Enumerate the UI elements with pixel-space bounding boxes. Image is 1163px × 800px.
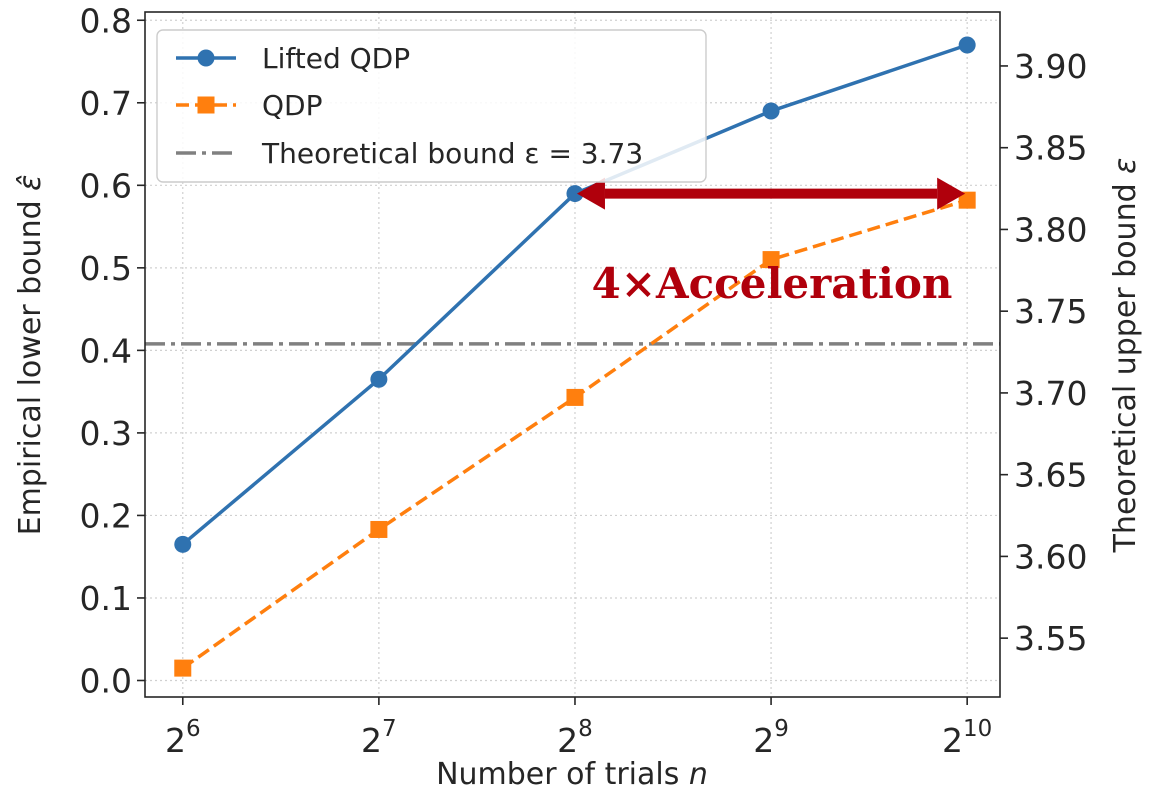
data-point-qdp <box>762 251 780 269</box>
left-axis: 0.0 0.1 0.2 0.3 0.4 0.5 0.6 0.7 0.8 <box>80 1 145 700</box>
x-tick-label: 26 <box>165 716 201 760</box>
data-point-qdp <box>958 191 976 209</box>
x-tick-label: 210 <box>942 716 992 760</box>
acceleration-label: 4×Acceleration <box>592 259 953 308</box>
left-axis-label-symbol: ε̂ <box>13 175 48 191</box>
right-tick-label: 3.65 <box>1014 456 1087 495</box>
x-tick-base: 2 <box>361 721 382 760</box>
x-tick-base: 2 <box>165 721 186 760</box>
legend-label-theoretical-bound: Theoretical bound ε = 3.73 <box>261 137 643 170</box>
legend-label-qdp: QDP <box>262 89 322 122</box>
legend-label-theoretical-bound-math: ε = 3.73 <box>524 137 643 170</box>
right-axis-label: Theoretical upper bound ε <box>1108 158 1143 554</box>
series-lifted-qdp <box>174 36 976 553</box>
data-point-lifted-qdp <box>370 370 388 388</box>
x-tick-base: 2 <box>557 721 578 760</box>
left-tick-label: 0.2 <box>80 496 132 535</box>
x-tick-base: 2 <box>753 721 774 760</box>
data-point-qdp <box>370 520 388 538</box>
x-axis: 26 27 28 29 210 <box>165 697 992 760</box>
data-series <box>174 36 976 677</box>
arrow-shaft <box>604 188 938 199</box>
x-tick-base: 2 <box>942 721 963 760</box>
left-axis-label: Empirical lower bound ε̂ <box>13 175 48 536</box>
left-tick-label: 0.6 <box>80 166 132 205</box>
plot-frame <box>144 11 1001 698</box>
x-tick-exponent: 10 <box>963 716 992 742</box>
x-tick-exponent: 6 <box>186 716 201 742</box>
left-tick-label: 0.8 <box>80 1 132 40</box>
right-tick-label: 3.60 <box>1014 537 1087 576</box>
x-axis-label: Number of trials n <box>436 757 708 792</box>
left-tick-label: 0.3 <box>80 414 132 453</box>
series-qdp <box>174 191 976 677</box>
legend-label-theoretical-bound-text: Theoretical bound <box>261 137 516 170</box>
left-tick-label: 0.4 <box>80 331 132 370</box>
right-axis: 3.55 3.60 3.65 3.70 3.75 3.80 3.85 3.90 <box>1000 47 1087 658</box>
right-axis-label-text: Theoretical upper bound <box>1108 183 1143 553</box>
legend-marker-lifted-qdp <box>197 49 215 67</box>
data-point-lifted-qdp <box>958 36 976 54</box>
x-tick-label: 27 <box>361 716 397 760</box>
legend-marker-qdp <box>197 96 215 114</box>
left-tick-label: 0.0 <box>80 661 132 700</box>
right-tick-label: 3.70 <box>1014 374 1087 413</box>
right-tick-label: 3.80 <box>1014 210 1087 249</box>
acceleration-arrow <box>576 177 966 210</box>
gridlines <box>145 12 1000 697</box>
data-point-qdp <box>174 659 192 677</box>
left-tick-label: 0.7 <box>80 84 132 123</box>
left-axis-label-text: Empirical lower bound <box>13 200 48 535</box>
x-axis-label-variable: n <box>689 757 708 792</box>
arrow-head-left <box>576 177 605 210</box>
legend: Lifted QDP QDP Theoretical bound ε = 3.7… <box>156 29 707 183</box>
legend-label-lifted-qdp: Lifted QDP <box>262 42 410 75</box>
left-tick-label: 0.1 <box>80 579 132 618</box>
legend-box <box>156 29 707 183</box>
data-point-lifted-qdp <box>762 102 780 120</box>
arrow-head-right <box>937 177 966 210</box>
right-tick-label: 3.85 <box>1014 129 1087 168</box>
annotations: 4×Acceleration <box>576 177 966 308</box>
right-tick-label: 3.55 <box>1014 619 1087 658</box>
data-point-qdp <box>566 388 584 406</box>
x-tick-exponent: 7 <box>382 716 397 742</box>
x-tick-label: 28 <box>557 716 593 760</box>
right-tick-label: 3.90 <box>1014 47 1087 86</box>
right-axis-label-symbol: ε <box>1108 158 1143 174</box>
x-tick-exponent: 8 <box>578 716 593 742</box>
data-point-lifted-qdp <box>566 185 584 203</box>
x-tick-exponent: 9 <box>774 716 789 742</box>
data-point-lifted-qdp <box>174 535 192 553</box>
x-axis-label-text: Number of trials <box>436 757 679 792</box>
right-tick-label: 3.75 <box>1014 292 1087 331</box>
left-tick-label: 0.5 <box>80 249 132 288</box>
x-tick-label: 29 <box>753 716 789 760</box>
